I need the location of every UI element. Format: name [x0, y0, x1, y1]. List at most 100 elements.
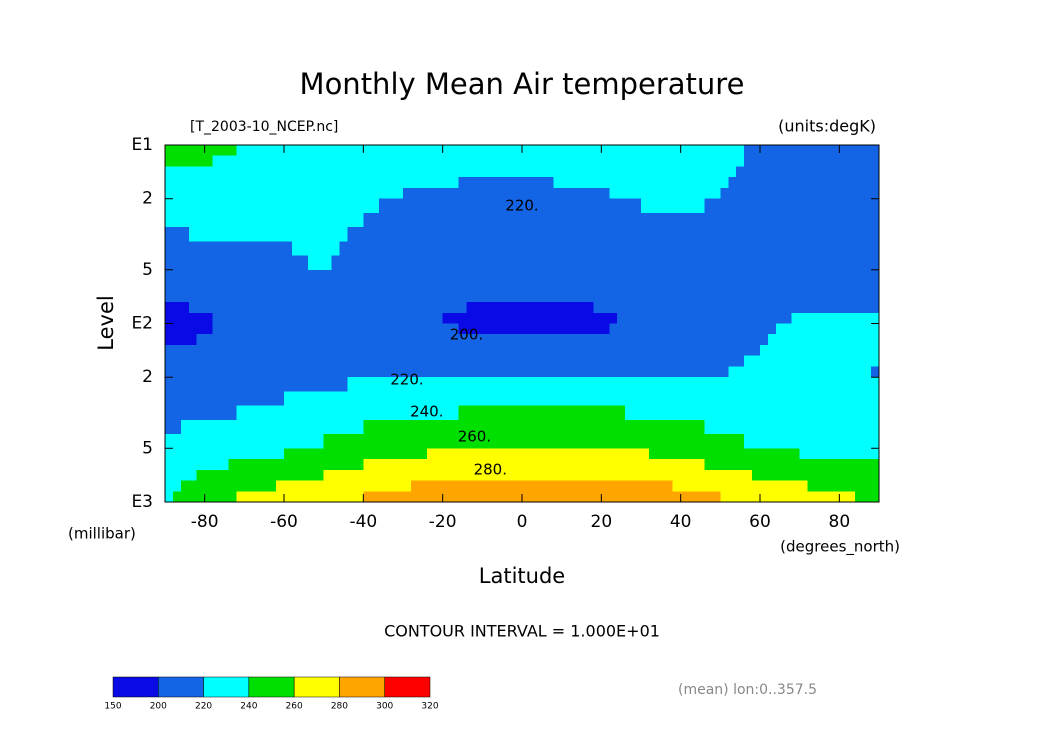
contour-cell	[839, 459, 848, 471]
contour-cell	[299, 280, 309, 292]
contour-cell	[664, 419, 674, 435]
contour-cell	[188, 491, 198, 503]
contour-cell	[799, 291, 809, 303]
contour-cell	[672, 323, 682, 335]
contour-cell	[268, 419, 277, 435]
contour-cell	[307, 480, 317, 492]
contour-cell	[672, 419, 682, 435]
contour-cell	[847, 377, 856, 393]
contour-cell	[268, 212, 277, 228]
contour-cell	[490, 434, 499, 449]
contour-cell	[188, 227, 198, 242]
contour-cell	[498, 241, 507, 257]
contour-cell	[371, 177, 380, 189]
contour-cell	[641, 366, 650, 378]
contour-cell	[458, 177, 468, 189]
contour-cell	[545, 469, 555, 482]
contour-cell	[601, 241, 610, 257]
contour-cell	[395, 227, 404, 242]
contour-cell	[744, 187, 753, 200]
contour-cell	[569, 291, 579, 303]
contour-cell	[252, 177, 261, 189]
contour-cell	[783, 255, 793, 271]
contour-cell	[593, 155, 602, 168]
contour-cell	[522, 323, 531, 335]
contour-cell	[625, 405, 634, 421]
contour-cell	[561, 480, 571, 492]
units-label: (units:degK)	[778, 117, 876, 136]
contour-cell	[775, 255, 785, 271]
contour-cell	[744, 269, 753, 282]
contour-cell	[180, 255, 190, 271]
contour-cell	[537, 241, 547, 257]
contour-cell	[315, 166, 325, 178]
contour-cell	[831, 480, 840, 492]
contour-cell	[625, 269, 634, 282]
contour-cell	[299, 469, 309, 482]
contour-cell	[474, 491, 483, 503]
contour-cell	[403, 155, 412, 168]
contour-cell	[775, 302, 785, 314]
contour-cell	[395, 312, 404, 325]
contour-cell	[244, 187, 253, 200]
contour-cell	[807, 280, 817, 292]
colorbar-label: 280	[331, 702, 348, 712]
contour-cell	[522, 366, 531, 378]
contour-cell	[172, 291, 182, 303]
contour-cell	[736, 166, 745, 178]
contour-cell	[474, 448, 483, 460]
contour-cell	[172, 166, 182, 178]
contour-cell	[569, 241, 579, 257]
contour-cell	[783, 323, 793, 335]
contour-cell	[172, 255, 182, 271]
contour-cell	[871, 448, 880, 460]
contour-cell	[664, 480, 674, 492]
contour-cell	[387, 391, 396, 407]
contour-cell	[807, 312, 817, 325]
contour-cell	[704, 269, 713, 282]
contour-cell	[355, 166, 364, 178]
contour-cell	[434, 377, 444, 393]
contour-cell	[387, 434, 396, 449]
contour-cell	[268, 302, 277, 314]
contour-cell	[815, 366, 825, 378]
contour-cell	[736, 377, 745, 393]
contour-cell	[371, 302, 380, 314]
contour-cell	[744, 391, 753, 407]
contour-cell	[561, 145, 571, 157]
contour-cell	[537, 323, 547, 335]
contour-cell	[331, 187, 341, 200]
contour-cell	[426, 491, 436, 503]
contour-cell	[847, 177, 856, 189]
contour-cell	[641, 177, 650, 189]
contour-cell	[831, 405, 840, 421]
contour-cell	[839, 187, 848, 200]
contour-cell	[799, 187, 809, 200]
contour-cell	[664, 334, 674, 346]
contour-cell	[236, 241, 245, 257]
contour-cell	[434, 405, 444, 421]
contour-cell	[847, 434, 856, 449]
contour-cell	[823, 145, 832, 157]
contour-cell	[196, 434, 206, 449]
contour-cell	[323, 434, 333, 449]
contour-cell	[323, 405, 333, 421]
contour-cell	[522, 434, 531, 449]
contour-cell	[291, 241, 301, 257]
contour-cell	[347, 491, 356, 503]
contour-cell	[410, 377, 420, 393]
contour-cell	[204, 177, 214, 189]
contour-cell	[307, 459, 317, 471]
contour-cell	[569, 280, 579, 292]
contour-cell	[212, 187, 222, 200]
contour-cell	[823, 166, 832, 178]
contour-cell	[569, 227, 579, 242]
contour-cell	[775, 469, 785, 482]
contour-cell	[403, 366, 412, 378]
contour-cell	[633, 177, 642, 189]
contour-cell	[545, 166, 555, 178]
contour-cell	[260, 302, 269, 314]
contour-cell	[482, 377, 491, 393]
contour-cell	[379, 302, 388, 314]
contour-cell	[601, 323, 610, 335]
